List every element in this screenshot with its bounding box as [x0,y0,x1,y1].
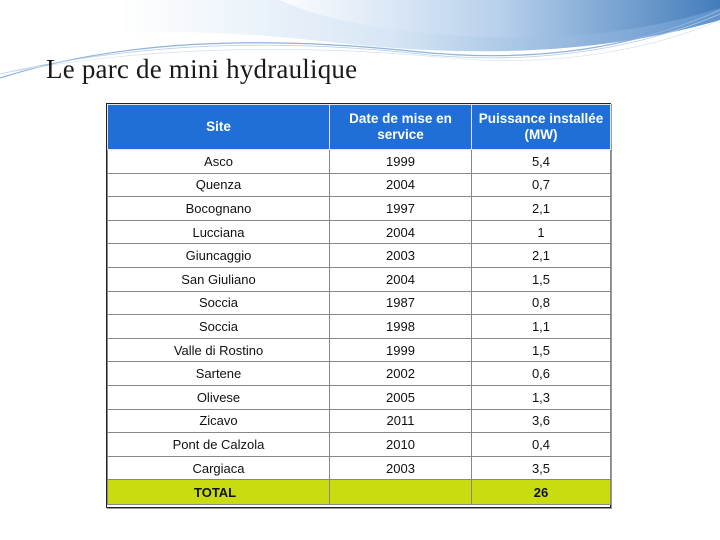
cell-power: 0,4 [471,432,611,457]
table-row: Lucciana 2004 1 [107,219,611,245]
cell-power: 2,1 [471,243,611,268]
cell-power: 1,5 [471,337,611,363]
total-row: TOTAL 26 [107,479,611,506]
cell-site: Quenza [107,172,330,198]
cell-site: Lucciana [107,219,330,245]
cell-power: 5,4 [471,149,611,174]
cell-year: 2003 [329,455,472,481]
table-row: Sartene 2002 0,6 [107,361,611,386]
table-row: San Giuliano 2004 1,5 [107,266,611,292]
cell-power: 1 [471,219,611,245]
table-row: Quenza 2004 0,7 [107,172,611,198]
cell-site: Asco [107,149,330,174]
cell-site: Soccia [107,314,330,339]
cell-power: 3,5 [471,455,611,481]
table-row: Giuncaggio 2003 2,1 [107,243,611,268]
cell-year: 2011 [329,408,472,434]
hydro-sites-table: Site Date de mise en service Puissance i… [107,104,611,506]
cell-power: 1,5 [471,266,611,292]
table-row: Soccia 1998 1,1 [107,314,611,339]
slide-title: Le parc de mini hydraulique [46,54,358,84]
cell-year: 2005 [329,384,472,410]
cell-site: Cargiaca [107,455,330,481]
total-empty-cell [329,479,472,506]
cell-site: Zicavo [107,408,330,434]
cell-year: 2010 [329,432,472,457]
cell-power: 3,6 [471,408,611,434]
table-row: Asco 1999 5,4 [107,149,611,174]
table-row: Olivese 2005 1,3 [107,384,611,410]
cell-year: 1999 [329,149,472,174]
cell-year: 1987 [329,290,472,316]
cell-year: 1998 [329,314,472,339]
cell-year: 1997 [329,196,472,221]
table-header-row: Site Date de mise en service Puissance i… [107,104,611,150]
total-value: 26 [471,479,611,506]
table-row: Soccia 1987 0,8 [107,290,611,316]
table-row: Valle di Rostino 1999 1,5 [107,337,611,363]
table-row: Pont de Calzola 2010 0,4 [107,432,611,457]
table-row: Bocognano 1997 2,1 [107,196,611,221]
header-installed-power: Puissance installée (MW) [471,104,611,150]
cell-site: San Giuliano [107,266,330,292]
cell-site: Bocognano [107,196,330,221]
total-label: TOTAL [107,479,330,506]
table-row: Zicavo 2011 3,6 [107,408,611,434]
cell-site: Pont de Calzola [107,432,330,457]
cell-year: 2004 [329,266,472,292]
cell-year: 1999 [329,337,472,363]
hydro-table-container: Site Date de mise en service Puissance i… [106,103,611,508]
cell-power: 0,6 [471,361,611,386]
header-site: Site [107,104,330,150]
cell-year: 2004 [329,219,472,245]
cell-site: Soccia [107,290,330,316]
cell-power: 0,8 [471,290,611,316]
cell-site: Olivese [107,384,330,410]
cell-site: Giuncaggio [107,243,330,268]
header-wave-decoration [0,0,720,79]
header-commission-date: Date de mise en service [329,104,472,150]
cell-year: 2003 [329,243,472,268]
cell-site: Sartene [107,361,330,386]
cell-power: 1,3 [471,384,611,410]
cell-year: 2002 [329,361,472,386]
cell-year: 2004 [329,172,472,198]
table-row: Cargiaca 2003 3,5 [107,455,611,481]
cell-site: Valle di Rostino [107,337,330,363]
cell-power: 1,1 [471,314,611,339]
cell-power: 0,7 [471,172,611,198]
cell-power: 2,1 [471,196,611,221]
